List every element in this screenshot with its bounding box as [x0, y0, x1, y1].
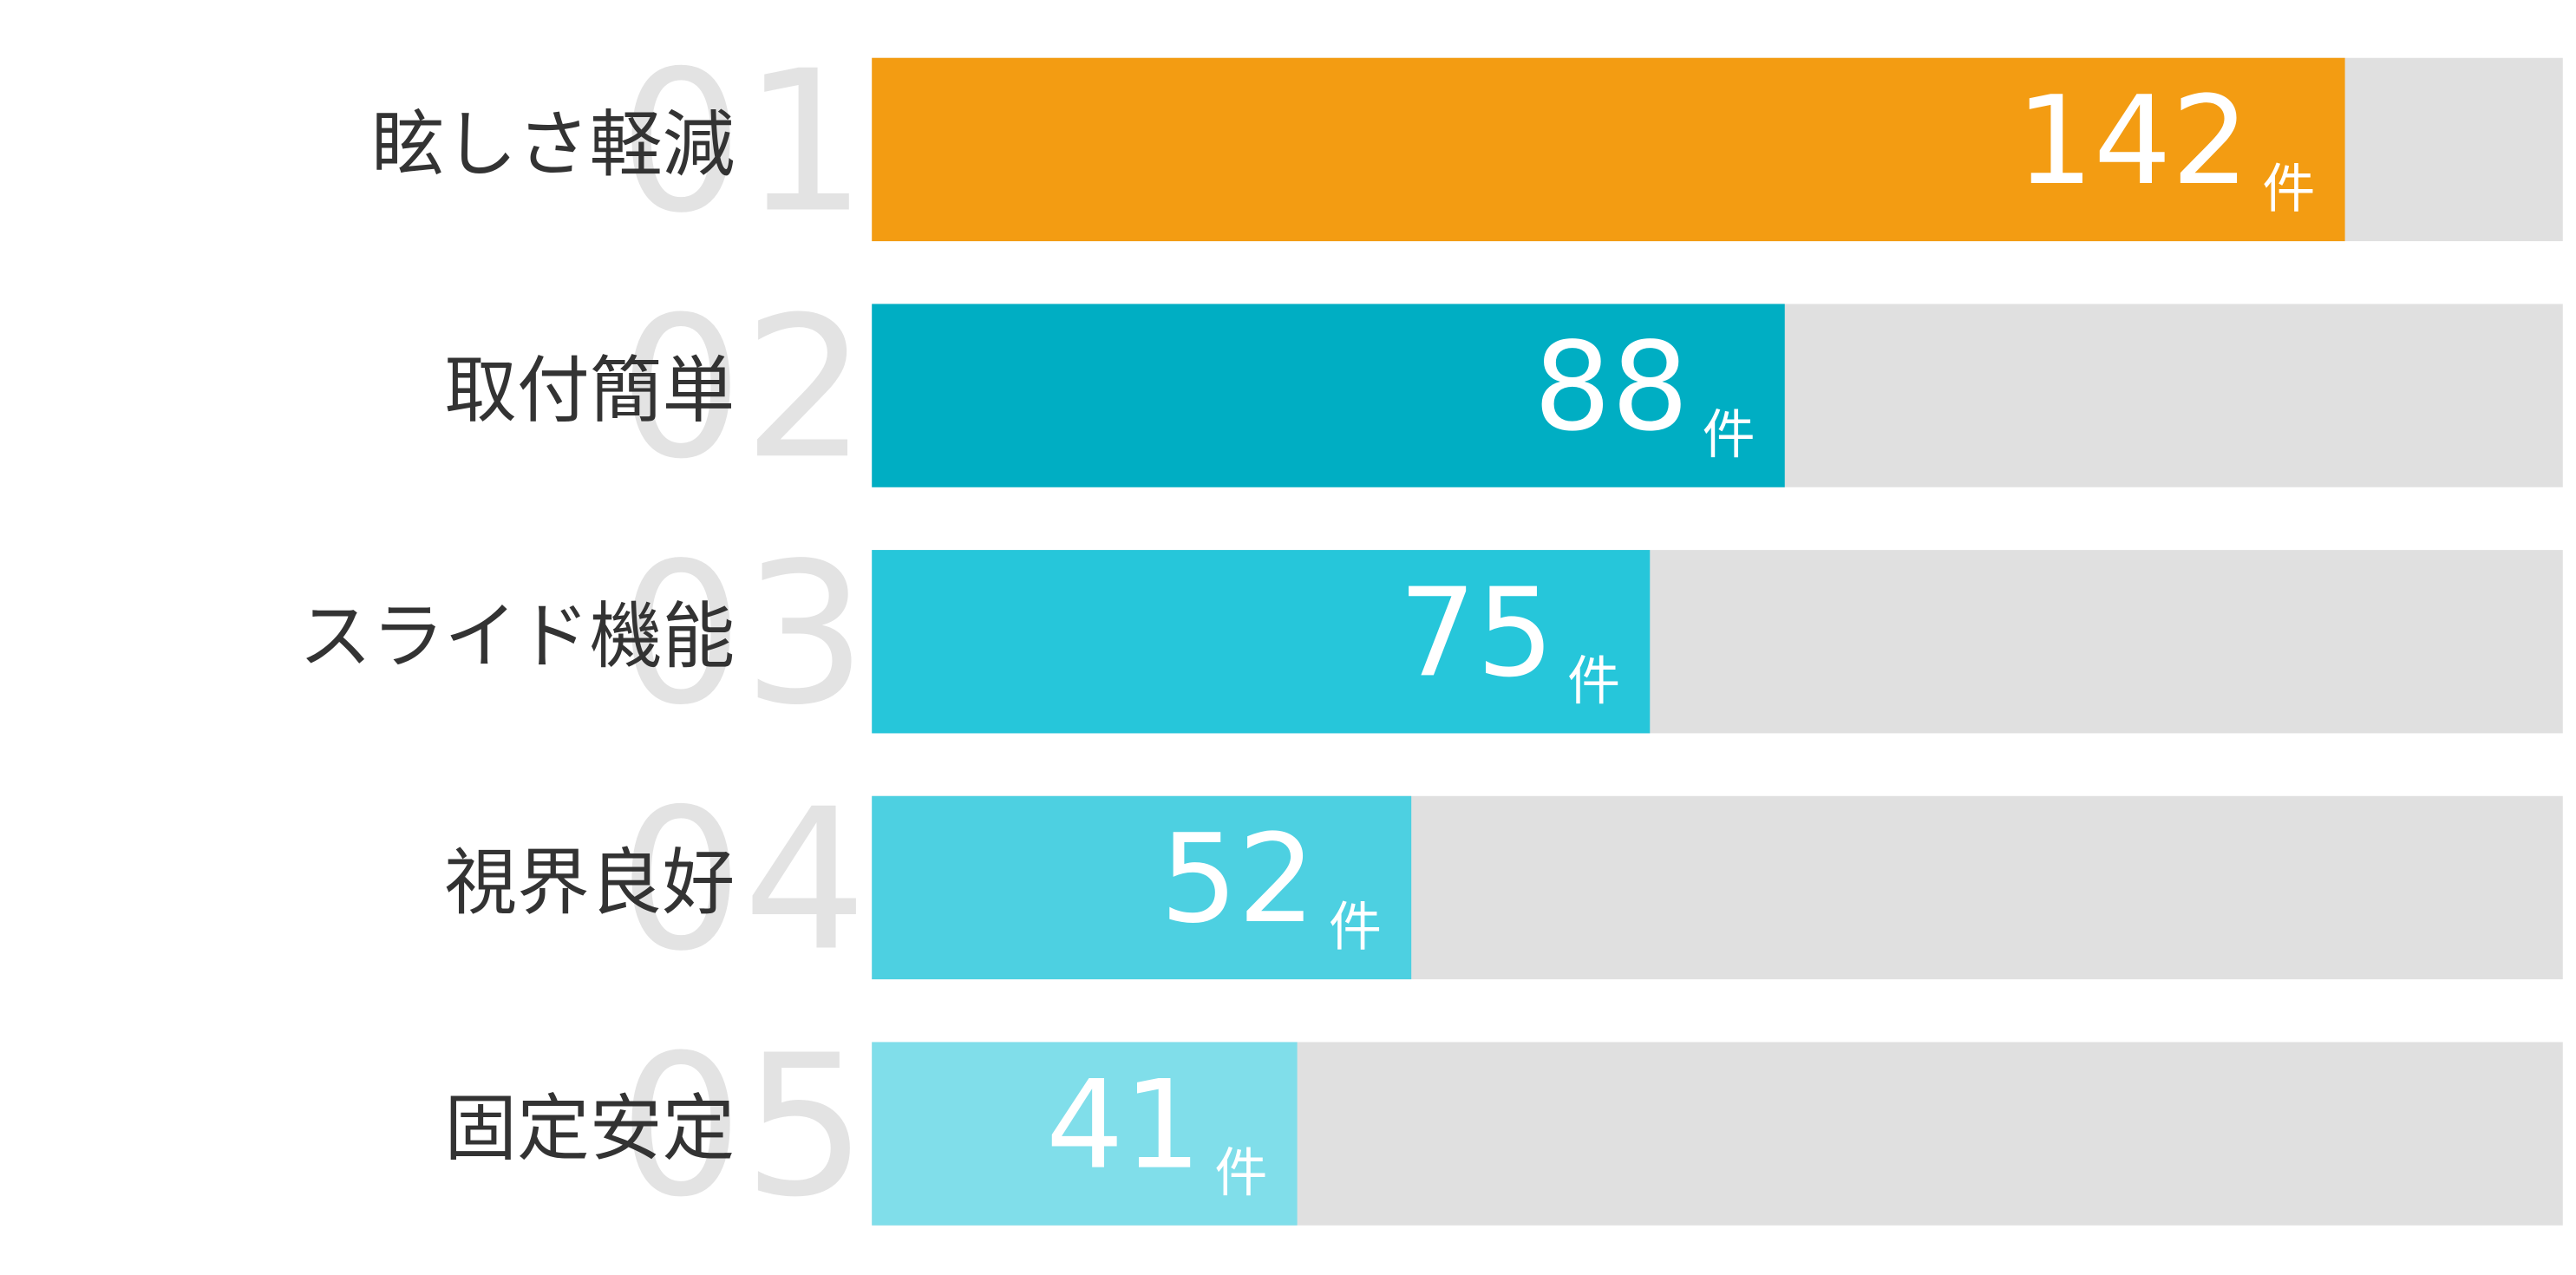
category-label: 眩しさ軽減	[371, 101, 735, 186]
value-label: 142	[2016, 70, 2249, 212]
rank-number: 03	[619, 520, 867, 748]
value-unit: 件	[1567, 651, 1620, 712]
value-label: 52	[1160, 808, 1315, 951]
bar	[872, 1042, 1298, 1226]
category-label: 固定安定	[444, 1086, 735, 1171]
bar	[872, 550, 1651, 734]
rank-number: 05	[619, 1012, 867, 1239]
category-label: 取付簡単	[444, 348, 735, 433]
value-label: 75	[1399, 562, 1554, 704]
value-label: 88	[1533, 317, 1689, 459]
value-unit: 件	[2262, 159, 2315, 220]
bar	[872, 795, 1412, 980]
value-unit: 件	[1703, 404, 1755, 466]
rank-number: 02	[619, 274, 867, 501]
value-unit: 件	[1329, 897, 1382, 958]
rank-number: 04	[619, 767, 867, 994]
value-unit: 件	[1214, 1142, 1267, 1204]
category-label: 視界良好	[444, 840, 735, 925]
bar	[872, 57, 2345, 242]
bar	[872, 304, 1785, 487]
category-label: スライド機能	[299, 594, 736, 679]
rank-number: 01	[619, 29, 867, 256]
value-label: 41	[1046, 1055, 1201, 1197]
